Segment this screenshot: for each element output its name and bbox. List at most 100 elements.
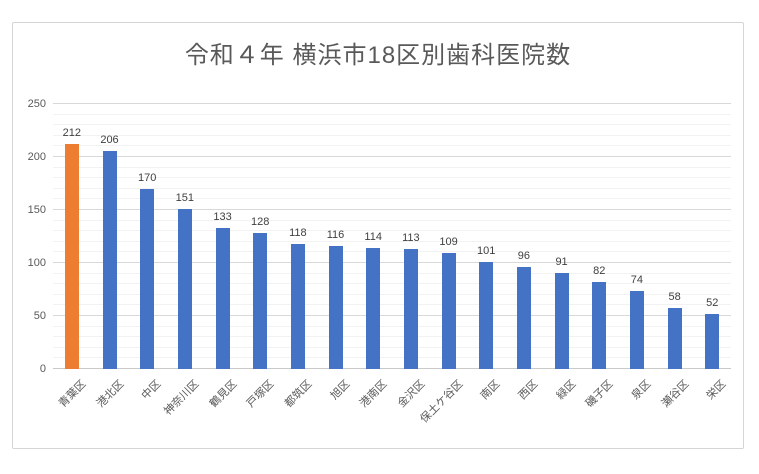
minor-gridline bbox=[53, 177, 731, 179]
minor-gridline bbox=[53, 219, 731, 221]
bar-value-label: 151 bbox=[175, 191, 195, 204]
bar-column: 118 都筑区 bbox=[279, 104, 317, 410]
bar[interactable] bbox=[554, 272, 569, 369]
bar[interactable] bbox=[253, 233, 268, 369]
bar-value-label: 109 bbox=[439, 236, 458, 249]
minor-gridline bbox=[53, 304, 731, 306]
bar[interactable] bbox=[516, 267, 531, 369]
x-axis-category-label: 神奈川区 bbox=[161, 378, 202, 418]
bar-column: 170 中区 bbox=[128, 104, 166, 402]
bar-column: 109 保土ケ谷区 bbox=[418, 104, 468, 425]
bar-value-label: 91 bbox=[555, 255, 568, 268]
bar-column: 133 鶴見区 bbox=[204, 104, 242, 410]
bar[interactable] bbox=[441, 253, 456, 369]
major-gridline bbox=[53, 103, 731, 104]
minor-gridline bbox=[53, 251, 731, 253]
x-axis-category-label: 中区 bbox=[139, 378, 164, 403]
bar-value-label: 101 bbox=[477, 244, 496, 257]
bar-value-label: 113 bbox=[402, 232, 420, 245]
bar-value-label: 170 bbox=[137, 171, 157, 184]
x-axis-category-label: 南区 bbox=[478, 378, 503, 403]
bar-value-label: 58 bbox=[668, 290, 681, 303]
bar[interactable] bbox=[177, 208, 192, 369]
bar[interactable] bbox=[592, 282, 607, 369]
x-axis-line bbox=[53, 368, 731, 369]
x-axis-category-label: 鶴見区 bbox=[207, 378, 240, 410]
bar[interactable] bbox=[705, 313, 720, 369]
bar-value-label: 82 bbox=[593, 265, 606, 278]
minor-gridline bbox=[53, 357, 731, 359]
bar-value-label: 206 bbox=[100, 133, 119, 146]
x-axis-category-label: 栄区 bbox=[704, 378, 729, 403]
bar-column: 206 港北区 bbox=[91, 104, 129, 410]
bar-column: 74 泉区 bbox=[618, 104, 656, 403]
minor-gridline bbox=[53, 113, 731, 115]
chart-title: 令和４年 横浜市18区別歯科医院数 bbox=[184, 42, 572, 69]
y-axis-tick-label: 150 bbox=[27, 204, 46, 216]
y-axis-tick-label: 0 bbox=[39, 363, 46, 375]
minor-gridline bbox=[53, 230, 731, 232]
x-axis-category-label: 港北区 bbox=[94, 378, 127, 410]
x-axis-category-label: 青葉区 bbox=[56, 378, 89, 410]
major-gridline bbox=[53, 209, 731, 210]
bar-column: 114 港南区 bbox=[354, 104, 392, 410]
x-axis-category-label: 金沢区 bbox=[395, 378, 428, 410]
minor-gridline bbox=[53, 293, 731, 295]
bar[interactable] bbox=[290, 243, 305, 369]
bar[interactable] bbox=[479, 261, 494, 369]
bar[interactable] bbox=[102, 150, 117, 369]
bar-value-label: 114 bbox=[364, 231, 382, 244]
major-gridline bbox=[53, 315, 731, 316]
bar[interactable] bbox=[64, 144, 79, 369]
bar-value-label: 52 bbox=[706, 296, 719, 309]
minor-gridline bbox=[53, 283, 731, 285]
bar-value-label: 116 bbox=[326, 229, 345, 242]
x-axis-category-label: 西区 bbox=[516, 378, 541, 403]
bar-column: 96 西区 bbox=[505, 104, 543, 402]
bar-value-label: 96 bbox=[517, 250, 531, 263]
x-axis-category-label: 戸塚区 bbox=[244, 378, 277, 410]
major-gridline bbox=[53, 262, 731, 263]
bar-column: 91 緑区 bbox=[543, 104, 581, 403]
bar-column: 128 戸塚区 bbox=[241, 104, 279, 410]
minor-gridline bbox=[53, 145, 731, 147]
major-gridline bbox=[53, 156, 731, 157]
bar-value-label: 212 bbox=[62, 127, 82, 140]
y-axis-tick-label: 200 bbox=[27, 151, 46, 163]
chart-container[interactable]: 令和４年 横浜市18区別歯科医院数 0 50 100 150 200 250 212 青葉区… bbox=[12, 22, 744, 449]
x-axis-category-label: 泉区 bbox=[629, 378, 654, 403]
x-axis-category-label: 緑区 bbox=[554, 378, 579, 403]
x-axis-category-label: 磯子区 bbox=[584, 378, 616, 410]
x-axis-category-label: 港南区 bbox=[358, 378, 390, 410]
minor-gridline bbox=[53, 336, 731, 338]
minor-gridline bbox=[53, 166, 731, 168]
bar-column: 52 栄区 bbox=[693, 104, 731, 402]
y-axis-tick-label: 50 bbox=[33, 310, 46, 322]
minor-gridline bbox=[53, 240, 731, 242]
bar-column: 151 神奈川区 bbox=[162, 104, 204, 418]
minor-gridline bbox=[53, 134, 731, 136]
bar[interactable] bbox=[140, 188, 155, 369]
bar-value-label: 74 bbox=[630, 273, 644, 286]
bar[interactable] bbox=[366, 248, 381, 369]
bar[interactable] bbox=[328, 246, 343, 369]
x-axis-category-label: 都筑区 bbox=[282, 378, 315, 410]
bar[interactable] bbox=[629, 290, 644, 369]
y-axis-tick-label: 100 bbox=[27, 257, 46, 269]
bar[interactable] bbox=[667, 307, 682, 369]
bar-column: 58 瀬谷区 bbox=[656, 104, 694, 410]
bar[interactable] bbox=[215, 228, 230, 369]
plot-area: 212 青葉区 206 港北区 170 中区 151 神奈川区 133 鶴見区 128 戸塚区 118 都… bbox=[53, 103, 731, 425]
bar-column: 212 青葉区 bbox=[53, 104, 91, 410]
bar-value-label: 128 bbox=[251, 216, 270, 229]
minor-gridline bbox=[53, 187, 731, 189]
minor-gridline bbox=[53, 198, 731, 200]
y-axis-tick-label: 250 bbox=[27, 98, 46, 110]
minor-gridline bbox=[53, 325, 731, 327]
bars: 212 青葉区 206 港北区 170 中区 151 神奈川区 133 鶴見区 128 戸塚区 118 都… bbox=[53, 104, 731, 425]
bar[interactable] bbox=[403, 249, 418, 369]
minor-gridline bbox=[53, 272, 731, 274]
y-axis: 0 50 100 150 200 250 bbox=[13, 98, 46, 375]
x-axis-category-label: 瀬谷区 bbox=[659, 378, 692, 410]
